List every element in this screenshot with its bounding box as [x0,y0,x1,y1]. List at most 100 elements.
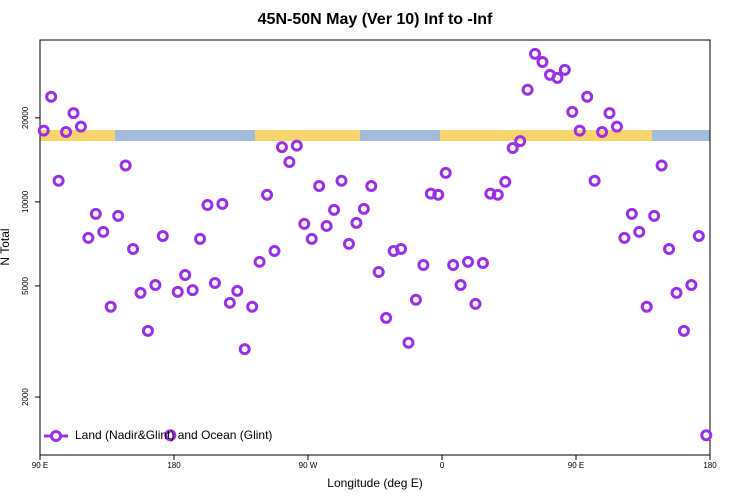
y-tick-label: 5000 [21,276,30,294]
point [536,55,549,68]
x-tick-label: 0 [440,461,445,470]
point [67,107,80,120]
point [670,286,683,299]
point [499,175,512,188]
point [439,166,452,179]
point [663,243,676,256]
point [328,203,341,216]
point [253,255,266,268]
point [514,135,527,148]
point [60,125,73,138]
x-tick-label: 90 E [568,461,584,470]
point [357,202,370,215]
point [201,198,214,211]
point [618,231,631,244]
point [596,125,609,138]
legend-marker [50,430,62,442]
point [551,71,564,84]
x-tick-label: 180 [167,461,181,470]
point [164,429,177,442]
point [313,179,326,192]
point [156,229,169,242]
point [633,225,646,238]
point [625,207,638,220]
land-band [40,130,115,141]
map-strip [40,130,710,141]
point [261,188,274,201]
x-tick-label: 90 W [299,461,318,470]
y-axis-label: N Total [0,228,12,265]
point [558,63,571,76]
x-tick-label: 90 E [32,461,48,470]
point [462,255,475,268]
point [372,265,385,278]
point [677,324,690,337]
point [700,429,713,442]
point [491,188,504,201]
point [149,278,162,291]
point [603,107,616,120]
point [365,179,378,192]
x-axis-label: Longitude (deg E) [327,476,422,490]
point [529,47,542,60]
point [305,232,318,245]
point [141,324,154,337]
land-band [255,130,360,141]
point [342,237,355,250]
point [573,124,586,137]
point [112,209,125,222]
point [223,296,236,309]
point [432,188,445,201]
point [275,141,288,154]
legend-label: Land (Nadir&Glint) and Ocean (Glint) [75,428,272,442]
ocean-band [40,130,710,141]
point [208,277,221,290]
chart-title: 45N-50N May (Ver 10) Inf to -Inf [258,11,493,28]
point [74,120,87,133]
point [52,174,65,187]
point [417,259,430,272]
point [335,174,348,187]
y-tick-label: 10000 [21,190,30,213]
point [521,83,534,96]
point [283,155,296,168]
point [402,336,415,349]
point [134,286,147,299]
plot-frame [39,39,711,456]
point [97,225,110,238]
point [685,278,698,291]
point [290,139,303,152]
point [506,141,519,154]
point [171,285,184,298]
point [380,311,393,324]
point [588,174,601,187]
point [238,343,251,356]
point [298,217,311,230]
point [89,207,102,220]
point [447,259,460,272]
point [581,90,594,103]
point [186,284,199,297]
y-tick-label: 20000 [21,106,30,129]
point [45,90,58,103]
point [640,300,653,313]
point [231,284,244,297]
point [648,209,661,222]
y-tick-label: 2000 [21,388,30,406]
point [179,269,192,282]
point [127,243,140,256]
x-tick-label: 180 [703,461,717,470]
point [350,216,363,229]
point [246,300,259,313]
point [194,232,207,245]
point [655,159,668,172]
point [395,243,408,256]
point [119,159,132,172]
point [469,297,482,310]
point [82,231,95,244]
point [320,219,333,232]
point [409,293,422,306]
land-band [440,130,652,141]
point [454,278,467,291]
